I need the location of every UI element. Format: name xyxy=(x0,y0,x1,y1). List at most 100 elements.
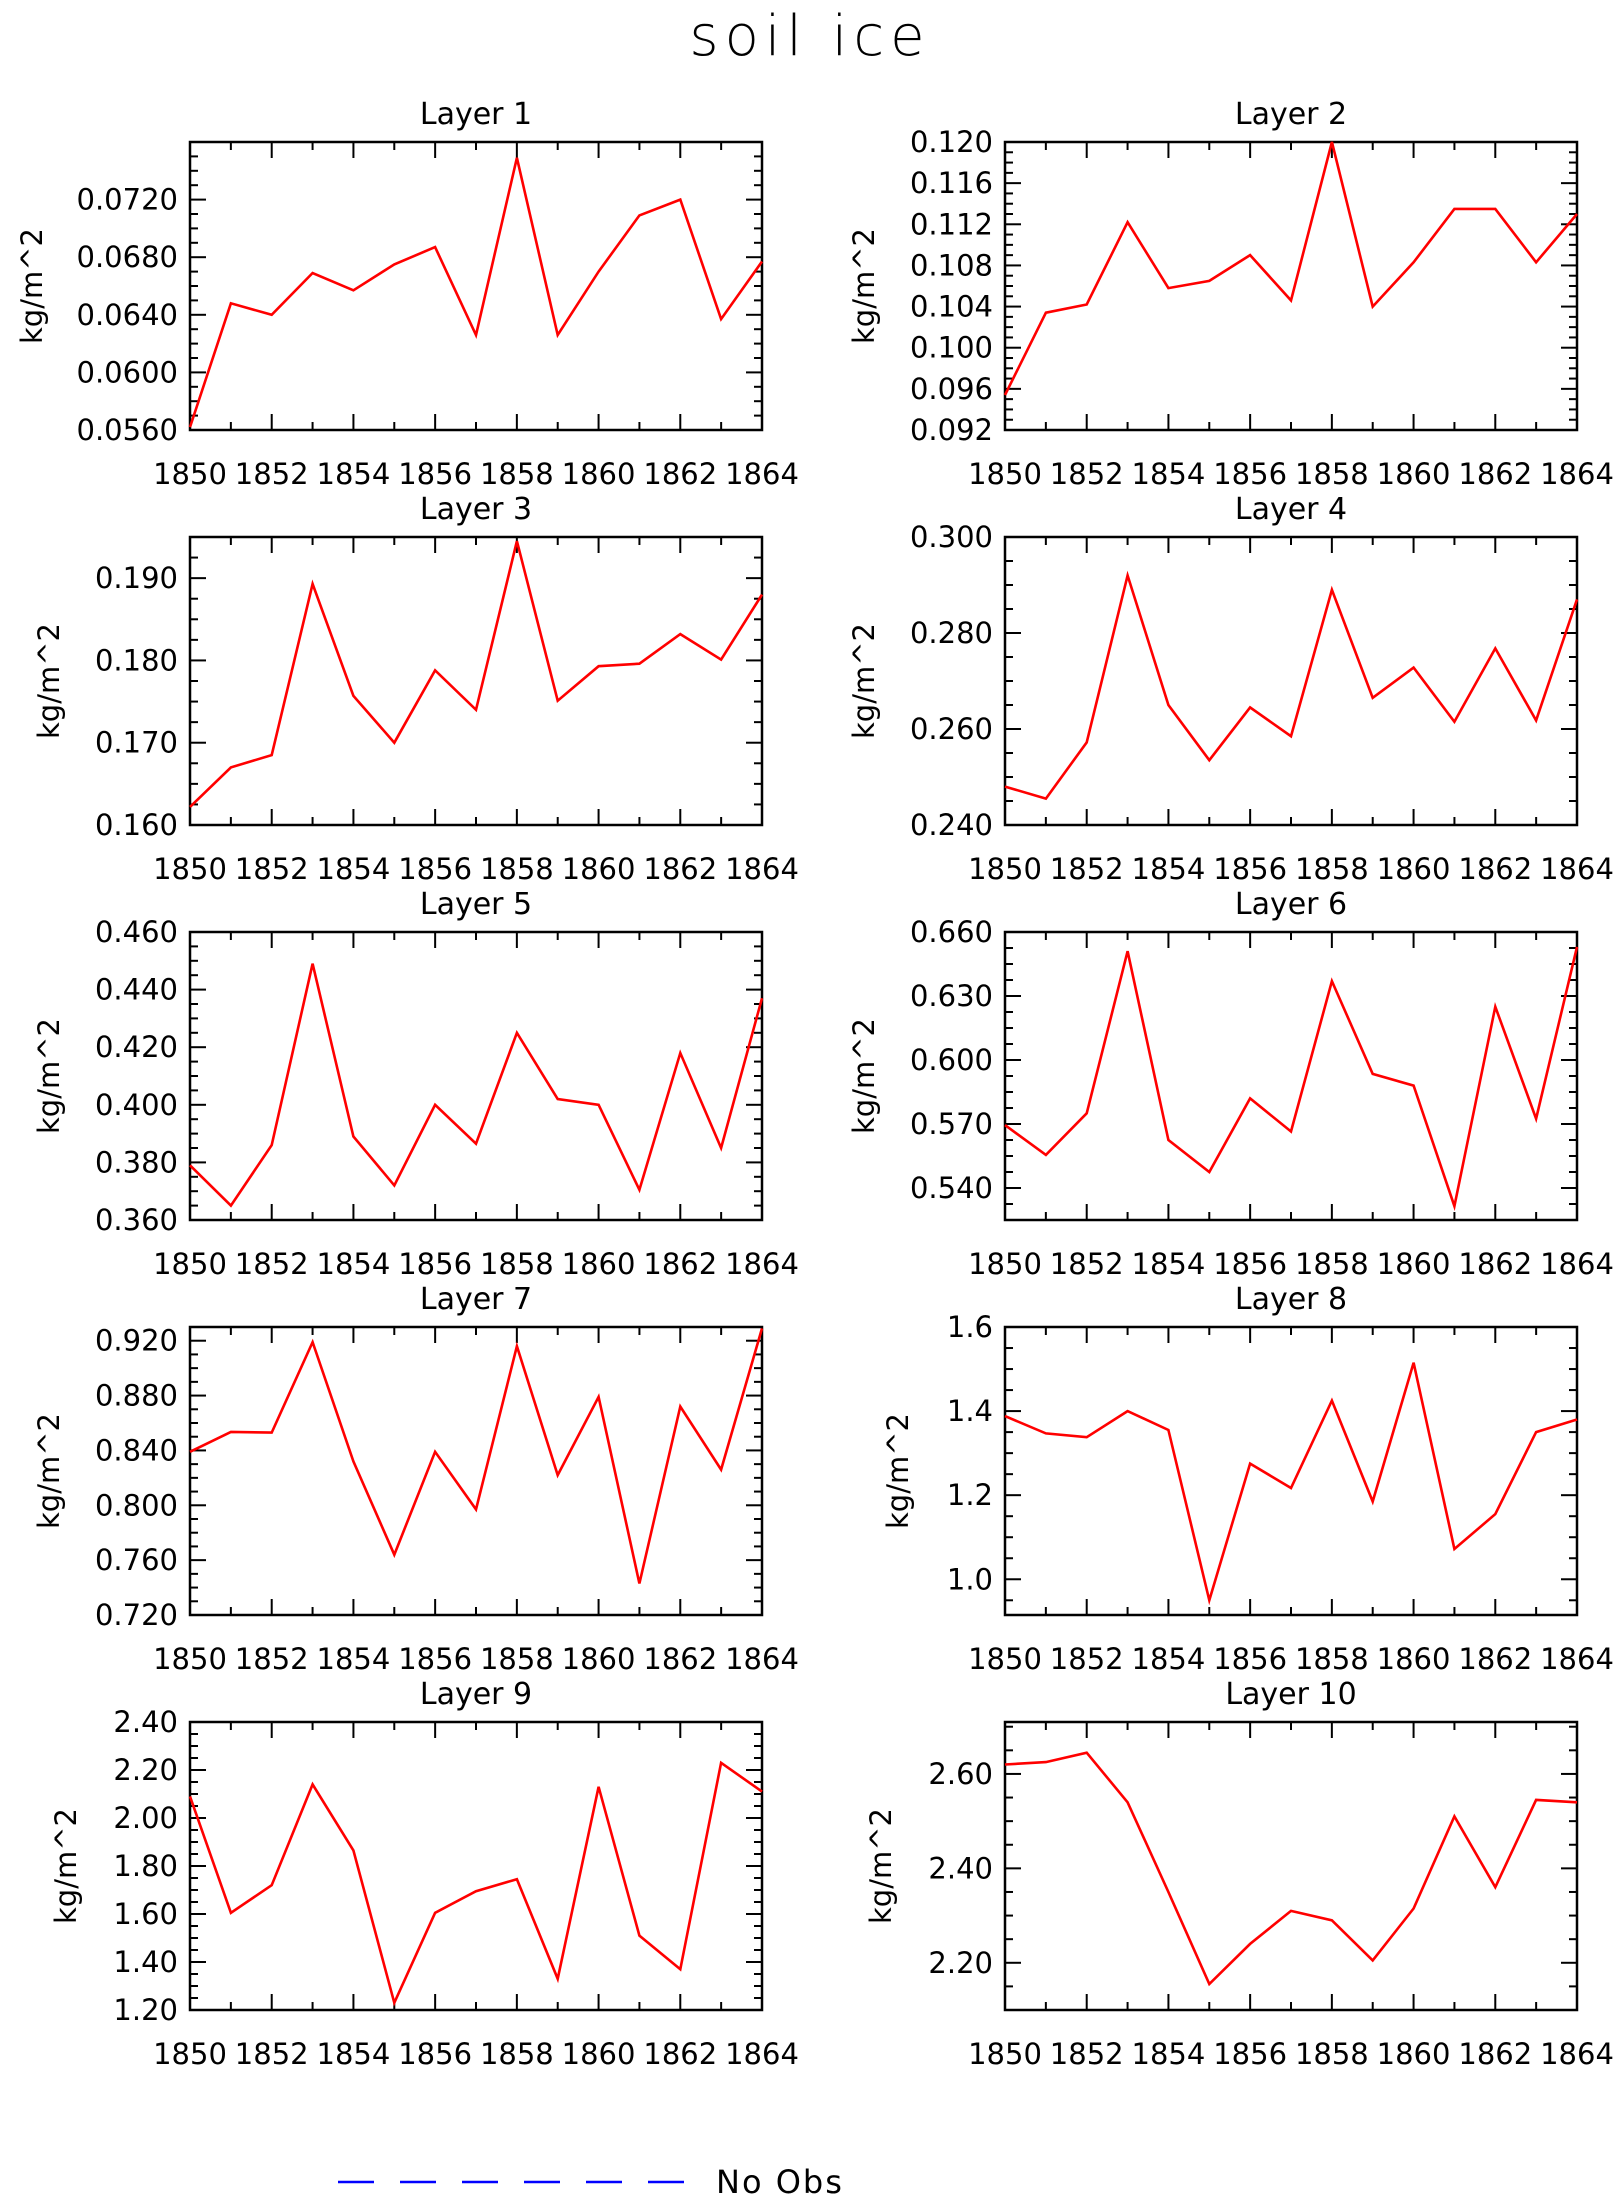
y-tick-label: 0.840 xyxy=(95,1433,178,1467)
series-line xyxy=(1004,946,1579,1212)
panel-title: Layer 10 xyxy=(1225,1677,1356,1712)
y-tick-label: 0.260 xyxy=(910,712,993,746)
x-tick-label: 1858 xyxy=(480,852,554,886)
x-tick-label: 1850 xyxy=(153,457,227,491)
panel-title: Layer 6 xyxy=(1235,887,1347,922)
y-tick-label: 0.180 xyxy=(95,643,178,677)
x-tick-label: 1862 xyxy=(1458,2037,1532,2071)
x-tick-label: 1856 xyxy=(398,1642,472,1676)
x-tick-label: 1858 xyxy=(480,1642,554,1676)
y-tick-label: 0.630 xyxy=(910,979,993,1013)
x-tick-label: 1862 xyxy=(643,457,717,491)
panel-title: Layer 4 xyxy=(1235,492,1347,527)
plot-frame xyxy=(188,140,764,432)
legend: No Obs xyxy=(338,2160,844,2204)
y-tick-label: 2.20 xyxy=(928,1946,993,1980)
x-tick-label: 1864 xyxy=(725,852,799,886)
panel-6: 1850 1852 1854 1856 1858 1860 1862 1864 0.540 0.5… xyxy=(847,887,1614,1281)
panel-10: 1850 1852 1854 1856 1858 1860 1862 1864 2.20 2.40… xyxy=(864,1677,1614,2071)
panel-title: Layer 7 xyxy=(420,1282,532,1317)
x-tick-label: 1850 xyxy=(968,852,1042,886)
x-tick-label: 1860 xyxy=(562,2037,636,2071)
x-tick-label: 1858 xyxy=(480,457,554,491)
x-tick-label: 1850 xyxy=(968,2037,1042,2071)
x-tick-label: 1850 xyxy=(968,457,1042,491)
x-tick-label: 1852 xyxy=(235,1642,309,1676)
x-tick-label: 1864 xyxy=(1540,852,1614,886)
panel-3: 1850 1852 1854 1856 1858 1860 1862 1864 0.160 0.1… xyxy=(32,492,799,886)
x-tick-label: 1854 xyxy=(317,457,391,491)
panel-4: 1850 1852 1854 1856 1858 1860 1862 1864 0.240 0.2… xyxy=(847,492,1614,886)
y-tick-label: 0.720 xyxy=(95,1598,178,1632)
x-tick-label: 1858 xyxy=(1295,457,1369,491)
x-tick-label: 1856 xyxy=(398,457,472,491)
x-tick-label: 1854 xyxy=(1132,852,1206,886)
x-tick-label: 1854 xyxy=(317,1642,391,1676)
panel-title: Layer 8 xyxy=(1235,1282,1347,1317)
x-tick-label: 1860 xyxy=(1377,852,1451,886)
y-tick-label: 0.400 xyxy=(95,1088,178,1122)
y-tick-label: 0.380 xyxy=(95,1145,178,1179)
x-tick-label: 1850 xyxy=(968,1642,1042,1676)
x-tick-label: 1862 xyxy=(1458,1247,1532,1281)
y-axis-label: kg/m^2 xyxy=(847,228,881,344)
x-tick-label: 1852 xyxy=(1050,1642,1124,1676)
panel-title: Layer 3 xyxy=(420,492,532,527)
y-tick-label: 0.104 xyxy=(910,290,993,324)
y-tick-label: 2.60 xyxy=(928,1757,993,1791)
series-line xyxy=(188,157,764,428)
y-tick-label: 2.00 xyxy=(113,1801,178,1835)
panel-title: Layer 9 xyxy=(420,1677,532,1712)
x-tick-label: 1856 xyxy=(398,852,472,886)
series-line xyxy=(1004,1362,1578,1606)
panel-2: 1850 1852 1854 1856 1858 1860 1862 1864 0.092 0.0… xyxy=(847,97,1614,491)
y-tick-label: 0.112 xyxy=(910,207,993,241)
x-tick-label: 1858 xyxy=(480,2037,554,2071)
x-tick-label: 1854 xyxy=(1132,2037,1206,2071)
panel-title: Layer 2 xyxy=(1235,97,1347,132)
y-tick-label: 0.0680 xyxy=(77,240,178,274)
series-line xyxy=(189,540,764,808)
y-tick-label: 0.660 xyxy=(910,915,993,949)
x-tick-label: 1858 xyxy=(480,1247,554,1281)
x-tick-label: 1854 xyxy=(317,852,391,886)
x-tick-label: 1860 xyxy=(1377,2037,1451,2071)
legend-label: No Obs xyxy=(716,2163,844,2201)
plot-frame xyxy=(188,535,764,827)
panel-9: 1850 1852 1854 1856 1858 1860 1862 1864 1.20 1.40… xyxy=(49,1677,799,2071)
y-tick-label: 1.20 xyxy=(113,1993,178,2027)
y-axis-label: kg/m^2 xyxy=(32,1413,66,1529)
series-line xyxy=(189,1328,764,1584)
x-tick-label: 1862 xyxy=(643,2037,717,2071)
x-tick-label: 1854 xyxy=(1132,1642,1206,1676)
y-tick-label: 0.160 xyxy=(95,808,178,842)
y-axis-label: kg/m^2 xyxy=(32,1018,66,1134)
x-tick-label: 1860 xyxy=(562,852,636,886)
y-tick-label: 0.116 xyxy=(910,166,993,200)
plot-frame xyxy=(188,930,764,1222)
panel-5: 1850 1852 1854 1856 1858 1860 1862 1864 0.360 0.3… xyxy=(32,887,799,1281)
x-tick-label: 1862 xyxy=(643,1642,717,1676)
x-tick-label: 1856 xyxy=(1213,2037,1287,2071)
x-tick-label: 1852 xyxy=(1050,457,1124,491)
series-line xyxy=(188,1760,763,2007)
y-tick-label: 0.0640 xyxy=(77,298,178,332)
x-tick-label: 1850 xyxy=(968,1247,1042,1281)
y-axis-label: kg/m^2 xyxy=(847,623,881,739)
y-tick-label: 1.4 xyxy=(947,1394,993,1428)
x-tick-label: 1862 xyxy=(643,852,717,886)
series-line xyxy=(1003,141,1578,396)
y-tick-label: 0.0720 xyxy=(77,183,178,217)
y-axis-label: kg/m^2 xyxy=(847,1018,881,1134)
x-tick-label: 1860 xyxy=(1377,1247,1451,1281)
x-tick-label: 1860 xyxy=(562,457,636,491)
y-tick-label: 2.40 xyxy=(928,1851,993,1885)
x-tick-label: 1850 xyxy=(153,1247,227,1281)
x-tick-label: 1852 xyxy=(235,1247,309,1281)
y-axis-label: kg/m^2 xyxy=(32,623,66,739)
x-tick-label: 1854 xyxy=(317,2037,391,2071)
x-tick-label: 1858 xyxy=(1295,1247,1369,1281)
y-tick-label: 0.0560 xyxy=(77,413,178,447)
x-tick-label: 1862 xyxy=(1458,852,1532,886)
